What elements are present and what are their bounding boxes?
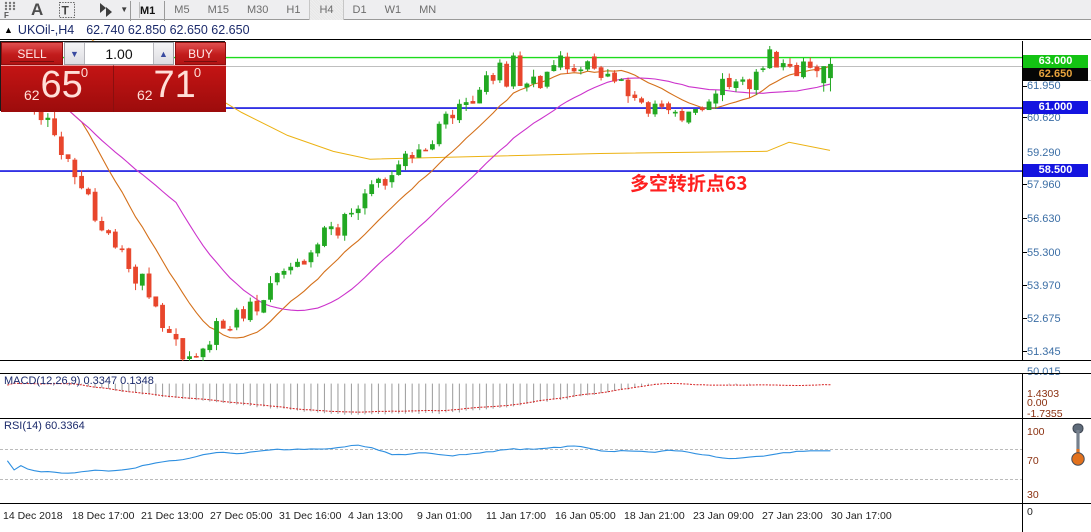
svg-text:T: T bbox=[62, 3, 70, 17]
svg-text:F: F bbox=[4, 11, 9, 20]
